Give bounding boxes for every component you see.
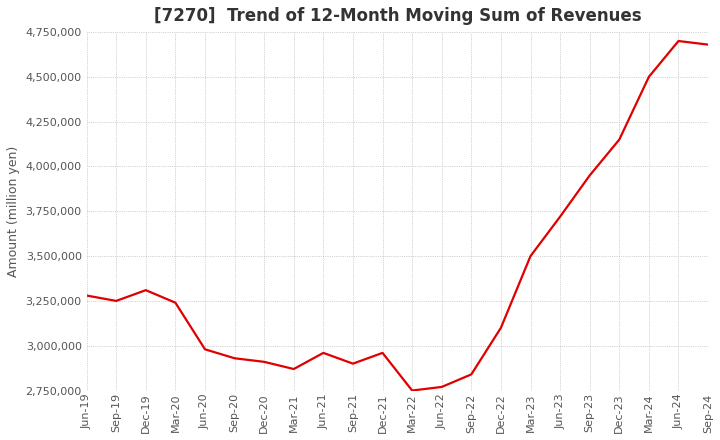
Y-axis label: Amount (million yen): Amount (million yen) <box>7 146 20 277</box>
Title: [7270]  Trend of 12-Month Moving Sum of Revenues: [7270] Trend of 12-Month Moving Sum of R… <box>153 7 641 25</box>
